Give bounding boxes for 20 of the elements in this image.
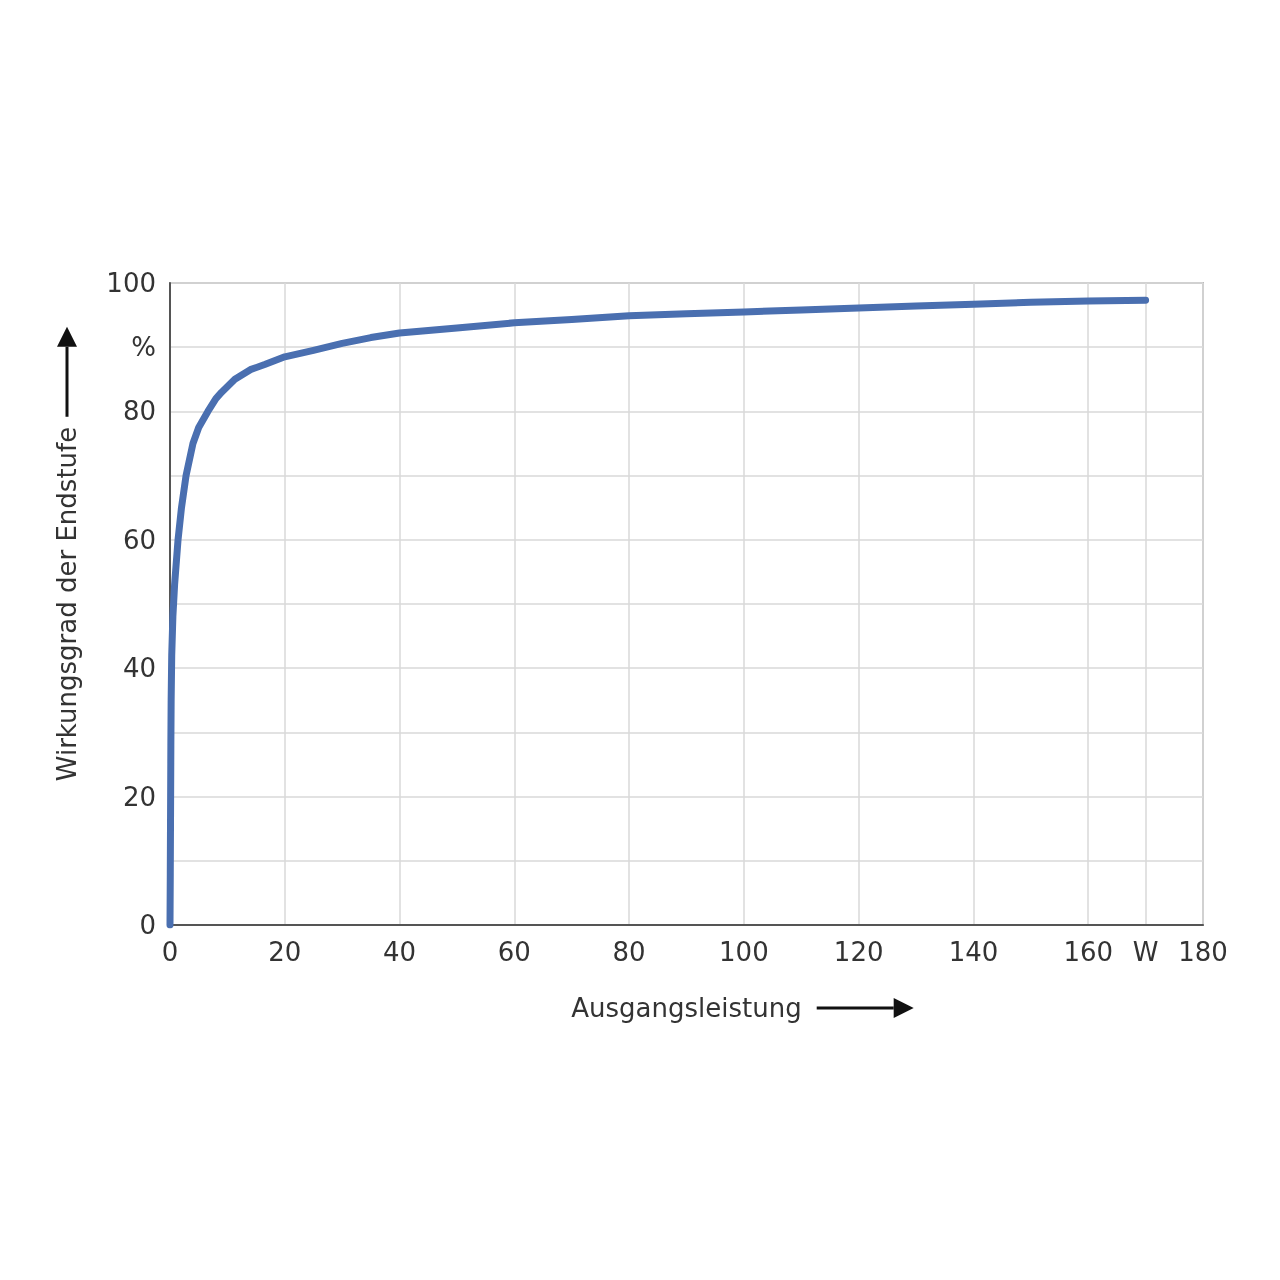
x-tick-label: 80 (612, 937, 646, 967)
x-tick-label: 60 (497, 937, 531, 967)
x-tick-label: 0 (161, 937, 179, 967)
x-tick-label: W (1132, 937, 1159, 967)
y-tick-label: 40 (122, 653, 156, 684)
y-tick-label: 100 (106, 268, 156, 298)
x-axis-title: Ausgangsleistung (571, 993, 802, 1023)
x-tick-label: 180 (1178, 937, 1228, 967)
y-tick-label: 60 (122, 524, 156, 555)
y-tick-label: 80 (122, 396, 156, 427)
x-tick-label: 120 (833, 937, 884, 967)
x-tick-label: 100 (719, 937, 769, 967)
x-tick-label: 40 (383, 937, 417, 967)
y-tick-label: % (131, 332, 156, 363)
x-tick-label: 160 (1063, 937, 1114, 967)
y-tick-label: 0 (139, 910, 156, 940)
x-tick-label: 20 (268, 937, 302, 967)
x-tick-label: 140 (948, 937, 999, 967)
y-axis-title: Wirkungsgrad der Endstufe (52, 426, 82, 782)
y-tick-label: 20 (122, 781, 156, 812)
